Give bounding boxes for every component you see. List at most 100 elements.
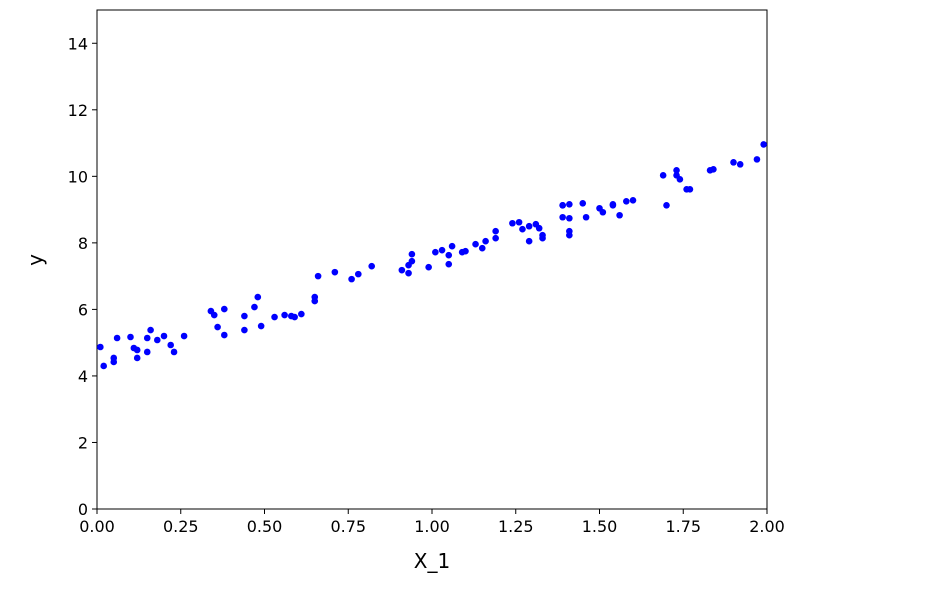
point (438, 246, 446, 254)
point (623, 197, 630, 205)
point (559, 201, 566, 209)
point (736, 161, 744, 168)
point (760, 141, 767, 148)
point (482, 237, 489, 245)
point (432, 248, 439, 256)
x-tick-label: 0.75 (330, 517, 366, 536)
point (221, 305, 228, 313)
point (566, 214, 573, 222)
point (492, 234, 499, 242)
point (663, 201, 670, 209)
point (519, 225, 526, 233)
point (559, 213, 566, 221)
point (408, 257, 416, 265)
point (472, 240, 479, 248)
point (291, 313, 298, 321)
point (143, 334, 151, 342)
point (509, 219, 516, 227)
y-tick-label: 14 (68, 34, 88, 53)
plot-frame (96, 9, 768, 510)
point (271, 313, 278, 321)
point (462, 247, 469, 255)
x-tick-label: 0.50 (247, 517, 283, 536)
point (311, 293, 319, 301)
point (710, 166, 717, 173)
point (210, 311, 218, 319)
point (241, 326, 248, 334)
point (143, 348, 151, 356)
point (170, 348, 178, 356)
point (448, 242, 456, 250)
point (257, 322, 265, 330)
point (753, 156, 761, 163)
point (686, 186, 694, 193)
point (525, 222, 533, 230)
point (133, 354, 141, 362)
point (730, 159, 737, 166)
point (515, 218, 523, 226)
point (408, 250, 416, 258)
point (113, 334, 121, 342)
point (609, 200, 617, 208)
point (673, 167, 680, 174)
y-tick-label: 8 (78, 234, 88, 253)
point (599, 208, 607, 216)
x-tick-label: 2.00 (749, 517, 785, 536)
x-tick-label: 1.75 (665, 517, 701, 536)
x-axis-label: X_1 (414, 549, 450, 573)
point (539, 234, 546, 242)
point (97, 343, 104, 351)
x-tick-label: 1.25 (498, 517, 534, 536)
point (405, 269, 412, 277)
point (445, 251, 453, 259)
x-tick-label: 0.25 (163, 517, 199, 536)
point (160, 332, 168, 340)
x-tick-label: 0.00 (79, 517, 115, 536)
point (127, 333, 134, 341)
y-tick-label: 2 (78, 433, 88, 452)
point (100, 362, 107, 370)
point (629, 196, 637, 204)
point (254, 293, 262, 301)
point (566, 231, 573, 239)
y-tick-label: 12 (68, 101, 88, 120)
y-tick-label: 0 (78, 500, 88, 519)
point (110, 358, 118, 366)
y-tick-label: 4 (78, 367, 88, 386)
point (478, 244, 486, 252)
point (355, 270, 362, 278)
point (525, 237, 533, 245)
point (348, 275, 355, 283)
point (331, 268, 339, 276)
point (251, 303, 258, 311)
point (566, 200, 573, 208)
point (676, 176, 684, 183)
x-tick-label: 1.50 (582, 517, 618, 536)
point (492, 227, 499, 235)
point (582, 213, 590, 221)
y-axis-label: y (23, 254, 47, 266)
point (281, 311, 288, 319)
point (398, 266, 406, 274)
point (167, 341, 174, 349)
x-tick-label: 1.00 (414, 517, 450, 536)
point (314, 272, 322, 280)
point (221, 331, 228, 339)
point (154, 336, 161, 344)
point (133, 346, 141, 354)
point (214, 323, 221, 331)
y-tick-label: 10 (68, 167, 88, 186)
point (180, 332, 188, 340)
point (241, 312, 248, 320)
point (445, 260, 453, 268)
point (616, 211, 623, 219)
point (535, 224, 543, 232)
point (425, 263, 432, 271)
point (659, 172, 667, 179)
point (579, 199, 587, 207)
point (298, 310, 305, 318)
y-tick-label: 6 (78, 300, 88, 319)
point (147, 326, 154, 334)
